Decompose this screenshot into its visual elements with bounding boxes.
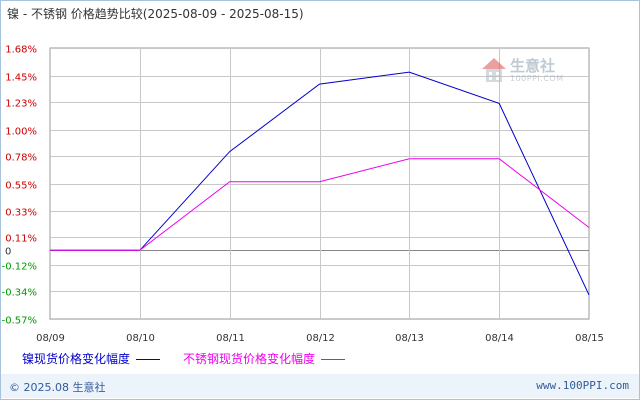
x-tick-label: 08/09 bbox=[36, 333, 65, 344]
y-tick-label: 0.55% bbox=[5, 181, 37, 192]
x-tick-label: 08/13 bbox=[395, 333, 424, 344]
x-tick-label: 08/14 bbox=[485, 333, 514, 344]
series-line-nickel bbox=[50, 71, 590, 296]
y-tick-label: -0.12% bbox=[2, 262, 37, 273]
x-tick-label: 08/15 bbox=[575, 333, 604, 344]
legend-label-stainless: 不锈钢现货价格变化幅度 bbox=[183, 352, 316, 366]
x-tick-label: 08/10 bbox=[126, 333, 155, 344]
y-tick-label: -0.34% bbox=[2, 288, 37, 299]
y-tick-label: 0.33% bbox=[5, 208, 37, 219]
legend-swatch-nickel bbox=[136, 359, 161, 360]
y-tick-label: -0.57% bbox=[2, 316, 37, 327]
footer-bar: © 2025.08 生意社 www.100PPI.com bbox=[1, 374, 639, 398]
x-tick-label: 08/12 bbox=[306, 333, 335, 344]
footer-site-link[interactable]: www.100PPI.com bbox=[536, 379, 629, 392]
y-tick-label: 1.45% bbox=[5, 73, 37, 84]
y-tick-label: 1.68% bbox=[5, 45, 37, 56]
legend-swatch-stainless bbox=[321, 359, 346, 360]
legend-item-stainless: 不锈钢现货价格变化幅度 bbox=[183, 350, 346, 367]
y-tick-label: 1.00% bbox=[5, 127, 37, 138]
watermark-brand: 生意社 bbox=[510, 57, 556, 75]
x-tick-label: 08/11 bbox=[216, 333, 245, 344]
y-tick-label: 1.23% bbox=[5, 99, 37, 110]
watermark-site: 100PPI.COM bbox=[510, 74, 564, 83]
y-tick-label: 0.78% bbox=[5, 153, 37, 164]
house-logo-icon bbox=[482, 58, 506, 82]
y-tick-label: 0.11% bbox=[5, 234, 37, 245]
footer-copyright: © 2025.08 生意社 bbox=[9, 381, 106, 394]
chart-title: 镍 - 不锈钢 价格趋势比较(2025-08-09 - 2025-08-15) bbox=[7, 7, 304, 21]
y-tick-label: 0 bbox=[5, 247, 11, 258]
legend-item-nickel: 镍现货价格变化幅度 bbox=[22, 350, 161, 367]
watermark-logo: 生意社 100PPI.COM bbox=[480, 55, 580, 89]
series-line-stainless bbox=[50, 158, 590, 251]
legend-label-nickel: 镍现货价格变化幅度 bbox=[22, 352, 131, 366]
